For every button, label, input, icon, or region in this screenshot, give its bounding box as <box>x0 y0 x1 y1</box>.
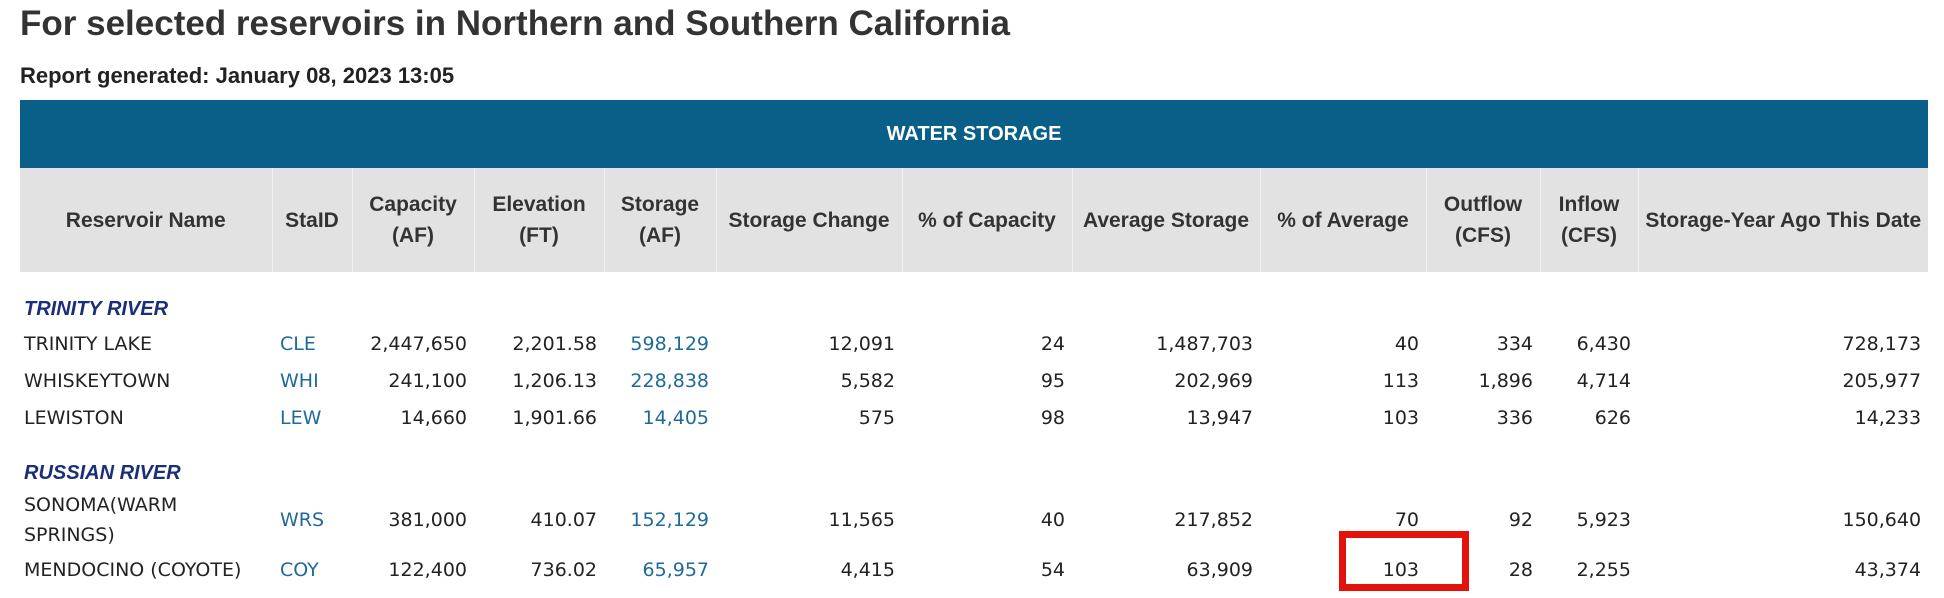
reservoir-name-cell: WHISKEYTOWN <box>24 369 171 392</box>
reservoir-name-cell: LEWISTON <box>24 406 124 429</box>
storage-year-ago-cell: 43,374 <box>1854 558 1922 581</box>
inflow-cell: 2,255 <box>1576 558 1631 581</box>
station-id-link[interactable]: COY <box>280 558 319 581</box>
report-generated: Report generated: January 08, 2023 13:05 <box>20 63 455 88</box>
station-id-link[interactable]: WHI <box>280 369 319 392</box>
column-header-staid: StaID <box>271 168 352 272</box>
station-id-link[interactable]: WRS <box>280 509 325 531</box>
capacity-cell: 14,660 <box>400 406 467 429</box>
pct-average-cell: 113 <box>1382 369 1419 392</box>
outflow-cell: 92 <box>1508 509 1533 531</box>
reservoir-name-cell: TRINITY LAKE <box>24 332 152 355</box>
group-row-trinity-river: TRINITY RIVER <box>20 272 1928 325</box>
inflow-cell: 4,714 <box>1576 369 1631 392</box>
column-header-capacity: Capacity (AF) <box>351 168 474 272</box>
column-header-outflow: Outflow (CFS) <box>1425 168 1540 272</box>
group-label: RUSSIAN RIVER <box>24 462 181 484</box>
column-header-average-storage: Average Storage <box>1071 168 1260 272</box>
inflow-cell: 5,923 <box>1576 509 1631 531</box>
storage-link[interactable]: 65,957 <box>642 558 709 581</box>
pct-capacity-cell: 98 <box>1040 406 1065 429</box>
average-storage-cell: 217,852 <box>1174 509 1253 531</box>
column-header-row: Reservoir Name StaID Capacity (AF) Eleva… <box>20 168 1929 272</box>
water-storage-table-wrap: WATER STORAGE Reservoir Name StaID Capac… <box>20 100 1929 588</box>
inflow-cell: 6,430 <box>1576 332 1631 355</box>
storage-link[interactable]: 14,405 <box>642 406 709 429</box>
column-header-pct-capacity: % of Capacity <box>901 168 1072 272</box>
page-title: For selected reservoirs in Northern and … <box>20 4 1010 43</box>
storage-year-ago-cell: 150,640 <box>1842 509 1922 531</box>
elevation-cell: 410.07 <box>530 509 597 531</box>
table-row: WHISKEYTOWN WHI 241,100 1,206.13 228,838… <box>20 362 1928 399</box>
pct-capacity-cell: 24 <box>1040 332 1065 355</box>
column-header-pct-average: % of Average <box>1259 168 1426 272</box>
pct-average-cell: 103 <box>1382 406 1419 429</box>
outflow-cell: 28 <box>1508 558 1533 581</box>
reservoir-name-cell: SONOMA(WARM SPRINGS) <box>24 494 178 546</box>
table-row: LEWISTON LEW 14,660 1,901.66 14,405 575 … <box>20 399 1928 436</box>
pct-capacity-cell: 54 <box>1040 558 1065 581</box>
elevation-cell: 1,901.66 <box>512 406 597 429</box>
capacity-cell: 381,000 <box>388 509 467 531</box>
elevation-cell: 736.02 <box>530 558 597 581</box>
water-storage-table: WATER STORAGE Reservoir Name StaID Capac… <box>20 100 1929 588</box>
pct-average-cell: 40 <box>1394 332 1419 355</box>
table-banner: WATER STORAGE <box>20 100 1929 168</box>
storage-year-ago-cell: 14,233 <box>1854 406 1922 429</box>
pct-average-cell: 103 <box>1382 558 1419 581</box>
average-storage-cell: 202,969 <box>1174 369 1253 392</box>
station-id-link[interactable]: LEW <box>280 406 322 429</box>
outflow-cell: 1,896 <box>1478 369 1533 392</box>
column-header-storage: Storage (AF) <box>603 168 716 272</box>
pct-capacity-cell: 40 <box>1040 509 1065 531</box>
storage-year-ago-cell: 205,977 <box>1842 369 1922 392</box>
outflow-cell: 334 <box>1496 332 1533 355</box>
table-row: SONOMA(WARM SPRINGS) WRS 381,000 410.07 … <box>20 489 1928 551</box>
storage-link[interactable]: 598,129 <box>630 332 709 355</box>
storage-change-cell: 575 <box>858 406 895 429</box>
capacity-cell: 241,100 <box>388 369 467 392</box>
capacity-cell: 122,400 <box>388 558 467 581</box>
inflow-cell: 626 <box>1594 406 1631 429</box>
station-id-link[interactable]: CLE <box>280 332 316 355</box>
elevation-cell: 1,206.13 <box>512 369 597 392</box>
storage-link[interactable]: 152,129 <box>630 509 709 531</box>
outflow-cell: 336 <box>1496 406 1533 429</box>
storage-year-ago-cell: 728,173 <box>1842 332 1922 355</box>
column-header-reservoir-name: Reservoir Name <box>20 168 272 272</box>
group-row-russian-river: RUSSIAN RIVER <box>20 436 1928 489</box>
pct-average-cell: 70 <box>1394 509 1419 531</box>
column-header-inflow: Inflow (CFS) <box>1539 168 1638 272</box>
column-header-elevation: Elevation (FT) <box>473 168 604 272</box>
capacity-cell: 2,447,650 <box>370 332 467 355</box>
storage-change-cell: 12,091 <box>828 332 895 355</box>
average-storage-cell: 1,487,703 <box>1156 332 1253 355</box>
elevation-cell: 2,201.58 <box>512 332 597 355</box>
table-row: TRINITY LAKE CLE 2,447,650 2,201.58 598,… <box>20 325 1928 362</box>
reservoir-name-cell: MENDOCINO (COYOTE) <box>24 558 242 581</box>
column-header-storage-year-ago: Storage-Year Ago This Date <box>1637 168 1929 272</box>
storage-change-cell: 5,582 <box>840 369 895 392</box>
storage-link[interactable]: 228,838 <box>630 369 709 392</box>
average-storage-cell: 63,909 <box>1186 558 1253 581</box>
average-storage-cell: 13,947 <box>1186 406 1253 429</box>
pct-capacity-cell: 95 <box>1040 369 1065 392</box>
group-label: TRINITY RIVER <box>24 298 169 320</box>
column-header-storage-change: Storage Change <box>715 168 902 272</box>
storage-change-cell: 4,415 <box>840 558 895 581</box>
storage-change-cell: 11,565 <box>828 509 895 531</box>
table-row: MENDOCINO (COYOTE) COY 122,400 736.02 65… <box>20 551 1928 588</box>
